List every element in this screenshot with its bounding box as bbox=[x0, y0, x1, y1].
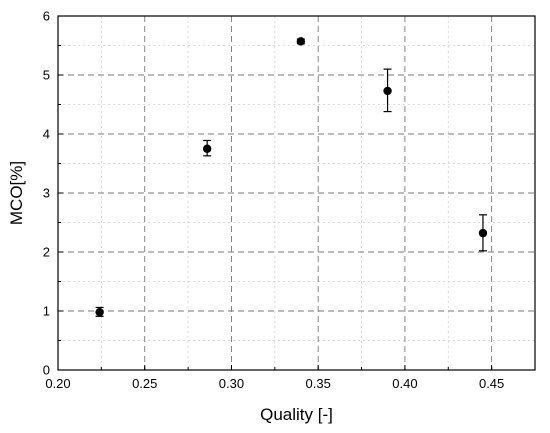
data-points bbox=[95, 37, 488, 317]
y-axis-title: MCO[%] bbox=[7, 161, 26, 225]
y-tick-label: 5 bbox=[43, 68, 50, 83]
y-tick-label: 0 bbox=[43, 363, 50, 378]
data-point bbox=[383, 68, 392, 113]
x-tick-label: 0.40 bbox=[392, 376, 417, 391]
marker bbox=[296, 37, 306, 46]
x-tick-label: 0.25 bbox=[132, 376, 157, 391]
y-tick-label: 3 bbox=[43, 186, 50, 201]
x-axis-title: Quality [-] bbox=[260, 405, 333, 424]
marker bbox=[95, 307, 104, 317]
marker bbox=[478, 228, 488, 238]
x-tick-labels: 0.20 0.25 0.30 0.35 0.40 0.45 bbox=[45, 376, 504, 391]
y-tick-label: 1 bbox=[43, 304, 50, 319]
data-point bbox=[95, 306, 104, 317]
marker bbox=[383, 86, 392, 96]
x-tick-label: 0.20 bbox=[45, 376, 70, 391]
major-grid bbox=[58, 16, 535, 370]
x-tick-label: 0.35 bbox=[306, 376, 331, 391]
x-tick-label: 0.30 bbox=[219, 376, 244, 391]
data-point bbox=[202, 139, 212, 157]
x-tick-label: 0.45 bbox=[479, 376, 504, 391]
axis-ticks bbox=[57, 15, 493, 371]
y-tick-labels: 0 1 2 3 4 5 6 bbox=[43, 9, 50, 378]
y-tick-label: 6 bbox=[43, 9, 50, 24]
marker bbox=[202, 144, 212, 153]
y-tick-label: 4 bbox=[43, 127, 50, 142]
data-point bbox=[296, 37, 306, 46]
y-tick-label: 2 bbox=[43, 245, 50, 260]
data-point bbox=[478, 214, 488, 252]
